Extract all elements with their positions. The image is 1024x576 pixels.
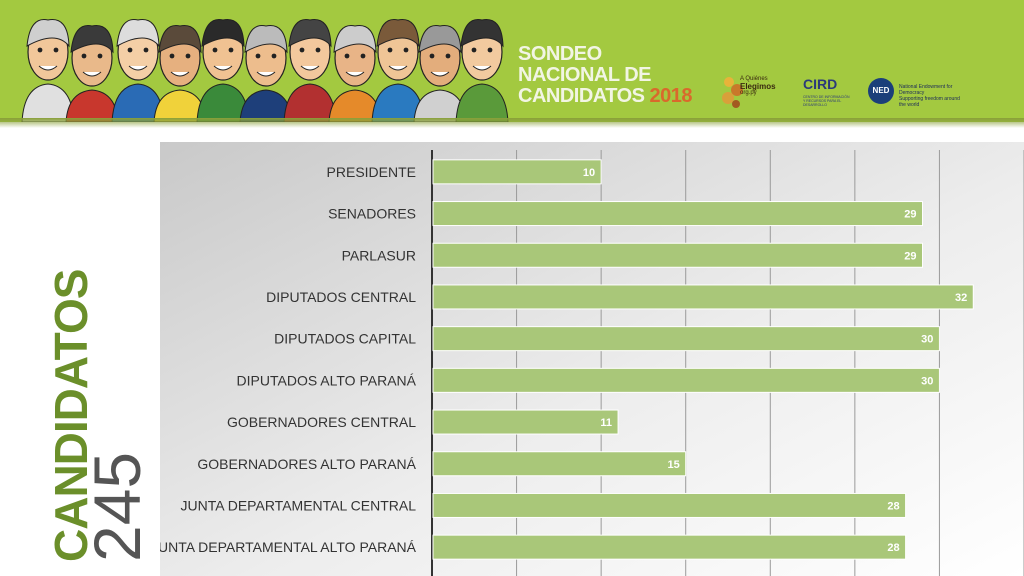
caricature-mouth xyxy=(388,65,408,71)
caricature-eye xyxy=(81,53,87,59)
caricature-eye xyxy=(271,53,277,59)
logo1-small: org.py xyxy=(740,90,757,96)
data-label: 30 xyxy=(921,375,933,387)
caricature-eye xyxy=(185,53,191,59)
caricature-mouth xyxy=(128,65,148,71)
bar xyxy=(432,159,602,185)
caricature-eye xyxy=(255,53,261,59)
title-year: 2018 xyxy=(649,85,693,107)
bar xyxy=(432,367,940,393)
caricature-hair xyxy=(116,19,160,48)
caricature-mouth xyxy=(170,71,190,77)
logo1-top: A Quiénes xyxy=(740,76,768,82)
data-label: 29 xyxy=(904,209,916,221)
a-quienes-elegimos-icon xyxy=(722,77,743,108)
caricature-hair xyxy=(376,19,420,48)
data-label: 30 xyxy=(921,334,933,346)
caricature-hair xyxy=(201,19,245,48)
category-label: PRESIDENTE xyxy=(327,164,416,180)
data-label: 11 xyxy=(600,417,612,429)
category-label: DIPUTADOS CAPITAL xyxy=(274,331,416,347)
banner-shadow xyxy=(0,118,1024,128)
total-candidates-label: CANDIDATOS 245 xyxy=(45,270,154,562)
bar xyxy=(432,201,924,227)
caricature-mouth xyxy=(256,71,276,77)
caricature-eye xyxy=(315,47,321,53)
candidates-caricature-illustration xyxy=(21,19,509,122)
caricature-eye xyxy=(37,47,43,53)
caricature-eye xyxy=(97,53,103,59)
caricature-hair xyxy=(26,19,70,48)
data-label: 10 xyxy=(583,167,595,179)
bar xyxy=(432,492,907,518)
title-line-3: CANDIDATOS 2018 xyxy=(518,85,693,107)
caricature-eye xyxy=(360,53,366,59)
category-label: DIPUTADOS CENTRAL xyxy=(266,289,416,305)
caricature-hair xyxy=(158,25,202,54)
logo3-line1: National Endowment for Democracy xyxy=(899,84,953,96)
a-quienes-elegimos-logo: A Quiénes Elegimos org.py xyxy=(720,74,790,110)
caricature-mouth xyxy=(472,65,492,71)
candidates-bar-chart: 10 29 29 32 30 30 11 15 28 28 PRESIDENTE SENADORES… xyxy=(160,142,1024,576)
category-label: SENADORES xyxy=(328,206,416,222)
caricature-hair xyxy=(288,19,332,48)
caricature-mouth xyxy=(82,71,102,77)
cird-logo: CIRD CENTRO DE INFORMACIÓN Y RECURSOS PA… xyxy=(803,76,851,107)
data-label: 15 xyxy=(667,459,679,471)
logo3-line2: Supporting freedom around the world xyxy=(899,96,960,108)
caricature-mouth xyxy=(430,71,450,77)
category-label: GOBERNADORES ALTO PARANÁ xyxy=(197,456,416,472)
caricature-eye xyxy=(143,47,149,53)
data-label: 29 xyxy=(904,250,916,262)
caricature-hair xyxy=(70,25,114,54)
caricature-eye xyxy=(169,53,175,59)
caricature-eye xyxy=(228,47,234,53)
category-label: DIPUTADOS ALTO PARANÁ xyxy=(237,372,417,388)
caricature-eye xyxy=(53,47,59,53)
caricature-mouth xyxy=(38,65,58,71)
data-label: 28 xyxy=(887,542,899,554)
category-label: JUNTA DEPARTAMENTAL ALTO PARANÁ xyxy=(160,539,417,555)
category-label: GOBERNADORES CENTRAL xyxy=(227,414,416,430)
caricature-body xyxy=(455,83,509,122)
bar xyxy=(432,326,940,352)
logo2-main: CIRD xyxy=(803,76,838,92)
ned-logo: NED National Endowment for Democracy Sup… xyxy=(868,76,968,108)
title-line-1: SONDEO xyxy=(518,43,602,65)
survey-title: SONDEO NACIONAL DE CANDIDATOS 2018 xyxy=(518,43,693,107)
logo1-main: Elegimos xyxy=(740,82,776,91)
caricature-eye xyxy=(387,47,393,53)
caricature-mouth xyxy=(300,65,320,71)
caricature-mouth xyxy=(213,65,233,71)
logo2-small: CENTRO DE INFORMACIÓN Y RECURSOS PARA EL… xyxy=(803,95,850,107)
header-banner: SONDEO NACIONAL DE CANDIDATOS 2018 A Qui… xyxy=(0,0,1024,122)
bar xyxy=(432,409,619,435)
bar xyxy=(432,451,687,477)
caricature-eye xyxy=(299,47,305,53)
data-label: 32 xyxy=(955,292,967,304)
caricature-mouth xyxy=(345,71,365,77)
caricature-eye xyxy=(471,47,477,53)
caricature-hair xyxy=(333,25,377,54)
caricature-hair xyxy=(418,25,462,54)
ned-icon: NED xyxy=(868,78,894,104)
caricature-body xyxy=(283,83,337,122)
caricature-eye xyxy=(344,53,350,59)
bar xyxy=(432,284,974,310)
bar xyxy=(432,534,907,560)
bar xyxy=(432,242,924,268)
caricature-eye xyxy=(403,47,409,53)
caricature-eye xyxy=(212,47,218,53)
caricature-eye xyxy=(487,47,493,53)
caricature-hair xyxy=(460,19,504,48)
title-line-2: NACIONAL DE xyxy=(518,64,652,86)
caricature-eye xyxy=(429,53,435,59)
data-label: 28 xyxy=(887,500,899,512)
caricature-hair xyxy=(244,25,288,54)
caricature-eye xyxy=(127,47,133,53)
caricature-eye xyxy=(445,53,451,59)
category-label: PARLASUR xyxy=(342,247,416,263)
category-label: JUNTA DEPARTAMENTAL CENTRAL xyxy=(181,497,417,513)
